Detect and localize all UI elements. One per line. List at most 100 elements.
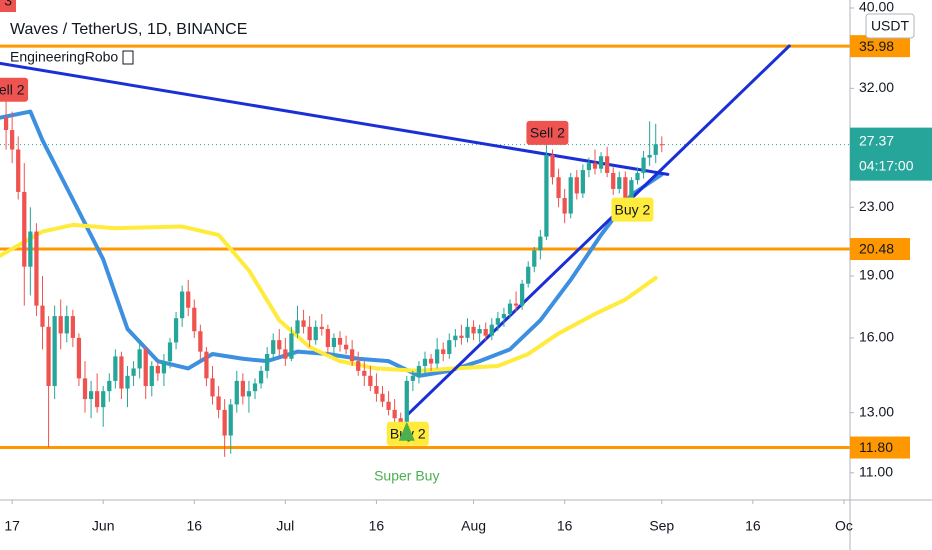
level-label-box bbox=[850, 436, 910, 459]
candle-body bbox=[131, 368, 136, 376]
x-tick-label: Jun bbox=[92, 518, 115, 534]
candle-body bbox=[192, 307, 197, 332]
candle-body bbox=[343, 344, 349, 350]
candle-body bbox=[180, 291, 185, 319]
candle-body bbox=[392, 409, 397, 419]
candle-body bbox=[119, 356, 124, 389]
candle-body bbox=[10, 130, 15, 150]
candle-body bbox=[447, 340, 452, 355]
candle-body bbox=[422, 358, 428, 366]
candle-body bbox=[76, 337, 82, 379]
currency-label[interactable]: USDT bbox=[871, 18, 910, 34]
candle-body bbox=[471, 326, 476, 334]
sell-signal-box bbox=[526, 120, 569, 145]
candle-body bbox=[435, 349, 440, 364]
candle-body bbox=[271, 340, 276, 355]
candle-body bbox=[204, 351, 209, 379]
x-tick-label: 16 bbox=[745, 518, 761, 534]
candle-body bbox=[386, 401, 391, 410]
last-price-label: 27.37 bbox=[859, 132, 894, 148]
overlay-line bbox=[0, 109, 664, 378]
candle-body bbox=[210, 378, 215, 397]
candle-body bbox=[295, 320, 300, 334]
candle-body bbox=[167, 342, 173, 362]
candle-body bbox=[149, 365, 154, 386]
clipped-signal-box bbox=[0, 0, 16, 12]
candle-body bbox=[617, 177, 622, 189]
x-tick-label: 16 bbox=[186, 518, 202, 534]
candle-body bbox=[240, 380, 245, 397]
candle-body bbox=[155, 365, 160, 374]
x-tick-label: Sep bbox=[649, 518, 674, 534]
candle-body bbox=[526, 266, 531, 284]
candle-body bbox=[507, 303, 513, 314]
last-price-box bbox=[850, 127, 932, 181]
level-label: 11.80 bbox=[859, 439, 893, 455]
candle-body bbox=[16, 149, 21, 192]
sell-signal-label: Sell 2 bbox=[530, 125, 565, 141]
candle-body bbox=[441, 349, 446, 355]
candle-body bbox=[404, 380, 409, 424]
candle-body bbox=[40, 305, 45, 327]
y-tick-label: 32.00 bbox=[859, 79, 894, 95]
axes: 40.00 32.00 23.00 19.00 16.00 13.00 11.00 17 Jun… bbox=[4, 0, 932, 534]
x-tick-label: 17 bbox=[4, 518, 20, 534]
x-tick-label: Aug bbox=[461, 518, 486, 534]
candle-body bbox=[477, 329, 482, 334]
candle-body bbox=[246, 391, 252, 397]
candle-body bbox=[107, 380, 112, 392]
level-label-box bbox=[850, 35, 910, 58]
candle-body bbox=[483, 329, 488, 336]
candle-body bbox=[234, 380, 239, 405]
y-tick-label: 13.00 bbox=[859, 403, 894, 419]
candle-body bbox=[453, 335, 458, 341]
candle-body bbox=[82, 378, 88, 400]
candle-body bbox=[277, 340, 282, 350]
candle-body bbox=[374, 385, 379, 394]
super-signal-label: Super Buy bbox=[374, 467, 439, 483]
candle-body bbox=[337, 337, 343, 345]
candle-body bbox=[380, 393, 385, 402]
candle-body bbox=[538, 236, 543, 251]
candle-body bbox=[289, 333, 294, 359]
sell-signal-box bbox=[0, 77, 29, 102]
y-tick-label: 23.00 bbox=[859, 198, 894, 214]
candle-body bbox=[544, 154, 549, 237]
x-tick-label: 16 bbox=[557, 518, 573, 534]
buy-signal-box bbox=[611, 197, 654, 222]
candle-body bbox=[228, 404, 233, 436]
level-label: 35.98 bbox=[859, 38, 894, 54]
level-label: 20.48 bbox=[859, 241, 894, 257]
candle-body bbox=[362, 370, 367, 376]
chart-title: Waves / TetherUS, 1D, BINANCE bbox=[10, 21, 247, 38]
candle-body bbox=[22, 191, 27, 267]
candle-body bbox=[641, 157, 646, 173]
candle-body bbox=[307, 326, 312, 341]
candle-body bbox=[252, 383, 258, 392]
x-tick-label: Jul bbox=[276, 518, 294, 534]
candle-body bbox=[635, 172, 640, 181]
overlay-line bbox=[0, 222, 658, 373]
candle-body bbox=[580, 170, 585, 194]
candle-body bbox=[623, 177, 628, 198]
candle-body bbox=[586, 163, 592, 171]
candle-body bbox=[301, 320, 306, 327]
candle-body bbox=[173, 318, 179, 343]
y-tick-label: 11.00 bbox=[859, 464, 893, 480]
candle-body bbox=[611, 172, 616, 189]
candle-body bbox=[125, 375, 130, 389]
currency-box[interactable] bbox=[865, 13, 915, 39]
candle-body bbox=[598, 156, 604, 169]
y-tick-label: 19.00 bbox=[859, 267, 894, 283]
candle-body bbox=[258, 370, 264, 384]
candle-body bbox=[137, 349, 142, 369]
countdown-label: 04:17:00 bbox=[859, 157, 914, 173]
buy-signal-label: Buy 2 bbox=[615, 201, 651, 217]
candle-body bbox=[568, 177, 573, 214]
candle-body bbox=[222, 409, 227, 436]
candle-body bbox=[88, 391, 94, 400]
candle-body bbox=[3, 117, 9, 131]
candle-body bbox=[489, 324, 494, 336]
